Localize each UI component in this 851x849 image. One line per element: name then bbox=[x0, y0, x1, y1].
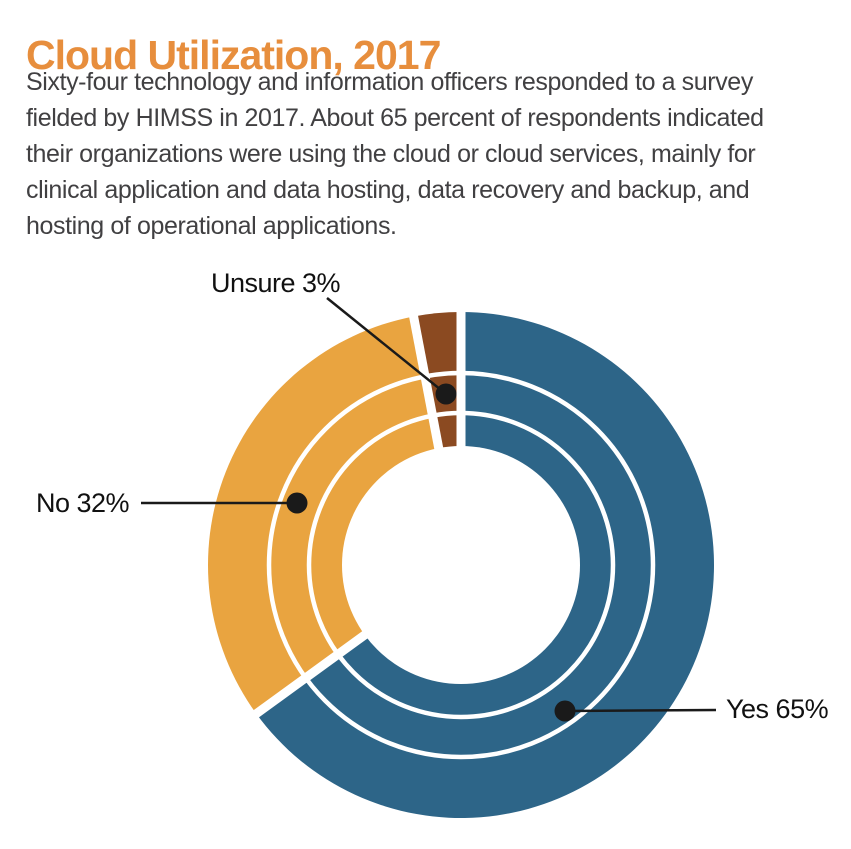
page-title: Cloud Utilization, 2017 bbox=[26, 32, 441, 79]
segment-no bbox=[207, 316, 461, 714]
leader-line-unsure bbox=[326, 297, 447, 395]
callout-label-no: No 32% bbox=[36, 488, 130, 518]
description-line: clinical application and data hosting, d… bbox=[26, 176, 750, 204]
ring-divider-arc bbox=[266, 370, 656, 760]
description: Sixty-four technology and information of… bbox=[26, 64, 846, 244]
description-line: hosting of operational applications. bbox=[26, 212, 397, 240]
leader-dot-no bbox=[286, 492, 308, 514]
description-line: fielded by HIMSS in 2017. About 65 perce… bbox=[26, 104, 764, 132]
description-line: Sixty-four technology and information of… bbox=[26, 68, 753, 96]
leader-dot-unsure bbox=[435, 383, 457, 405]
leader-dot-yes bbox=[554, 700, 576, 722]
ring-divider-arc bbox=[306, 410, 616, 720]
callout-label-yes: Yes 65% bbox=[726, 694, 829, 724]
callout-label-unsure: Unsure 3% bbox=[211, 268, 341, 298]
donut-hole bbox=[342, 446, 580, 684]
leader-line-yes bbox=[564, 708, 717, 713]
description-line: their organizations were using the cloud… bbox=[26, 140, 756, 168]
